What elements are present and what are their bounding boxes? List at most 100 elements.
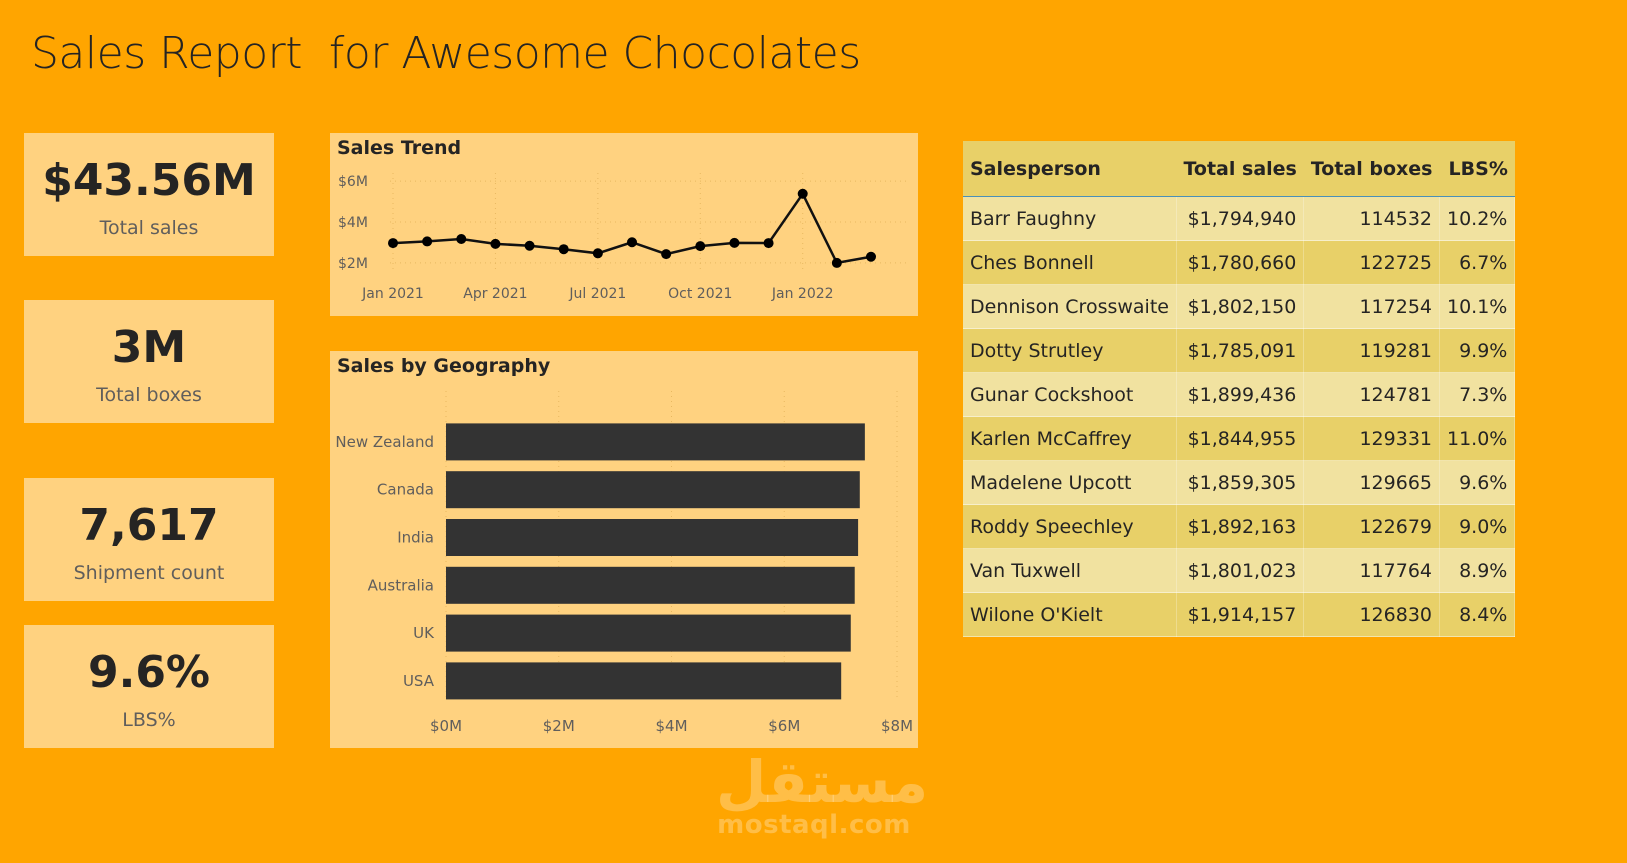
total-boxes-cell: 126830 <box>1303 592 1440 637</box>
data-point <box>661 249 672 260</box>
x-tick-label: Jan 2021 <box>361 286 424 302</box>
table-row[interactable]: Madelene Upcott $1,859,305 129665 9.6% <box>963 460 1516 505</box>
column-header[interactable]: Total boxes <box>1303 141 1440 197</box>
total-boxes-cell: 119281 <box>1303 328 1440 373</box>
bar <box>446 519 859 556</box>
total-boxes-cell: 122679 <box>1303 504 1440 549</box>
chart-title: Sales by Geography <box>337 355 551 377</box>
y-tick-label: $2M <box>338 256 368 272</box>
y-category-label: UK <box>413 624 435 642</box>
page-title: Sales Report for Awesome Chocolates <box>31 28 861 79</box>
kpi-label: Shipment count <box>73 562 225 584</box>
sales-by-geography-plot: $0M $2M $4M $6M $8M New Zealand Canada India Aus… <box>335 391 913 735</box>
total-sales-cell: $1,801,023 <box>1176 548 1305 593</box>
y-category-label: Australia <box>368 576 434 594</box>
salesperson-cell: Wilone O'Kielt <box>963 592 1177 637</box>
y-category-label: USA <box>403 672 435 690</box>
x-tick-label: $0M <box>430 717 462 735</box>
kpi-value: 7,617 <box>79 500 219 551</box>
salesperson-cell: Gunar Cockshoot <box>963 372 1177 417</box>
lbs-percent-cell: 9.6% <box>1439 460 1516 505</box>
lbs-percent-cell: 10.1% <box>1439 284 1516 329</box>
total-boxes-cell: 117764 <box>1303 548 1440 593</box>
total-sales-cell: $1,844,955 <box>1176 416 1305 461</box>
total-sales-cell: $1,914,157 <box>1176 592 1305 637</box>
table-row[interactable]: Gunar Cockshoot $1,899,436 124781 7.3% <box>963 372 1516 417</box>
kpi-card-total-sales[interactable]: $43.56M Total sales <box>24 133 274 256</box>
data-point <box>763 238 774 249</box>
y-category-label: India <box>397 529 434 547</box>
data-point <box>797 188 808 199</box>
total-sales-cell: $1,785,091 <box>1176 328 1305 373</box>
lbs-percent-cell: 10.2% <box>1439 196 1516 241</box>
table-row[interactable]: Dennison Crosswaite $1,802,150 117254 10.1% <box>963 284 1516 329</box>
x-tick-label: Oct 2021 <box>668 286 732 302</box>
series-line <box>392 191 872 265</box>
salesperson-cell: Dotty Strutley <box>963 328 1177 373</box>
table-row[interactable]: Barr Faughny $1,794,940 114532 10.2% <box>963 196 1516 241</box>
watermark-arabic: مستقل <box>716 748 929 816</box>
column-header[interactable]: Salesperson <box>963 141 1177 197</box>
salesperson-cell: Dennison Crosswaite <box>963 284 1177 329</box>
lbs-percent-cell: 6.7% <box>1439 240 1516 285</box>
table-row[interactable]: Karlen McCaffrey $1,844,955 129331 11.0% <box>963 416 1516 461</box>
bar <box>446 423 865 461</box>
data-point <box>388 238 398 249</box>
y-tick-label: $6M <box>338 174 368 190</box>
table-header-row: Salesperson Total sales Total boxes LBS% <box>963 141 1515 197</box>
total-boxes-cell: 122725 <box>1303 240 1440 285</box>
data-point <box>729 237 740 248</box>
lbs-percent-cell: 7.3% <box>1439 372 1516 417</box>
x-tick-label: Jul 2021 <box>568 286 626 302</box>
kpi-label: Total boxes <box>96 384 202 406</box>
sales-by-geography-chart[interactable]: Sales by Geography $0M $2M $4M $6M $8M New Ze… <box>330 351 918 748</box>
kpi-card-lbs-percent[interactable]: 9.6% LBS% <box>24 625 274 748</box>
y-category-label: Canada <box>377 481 434 499</box>
kpi-label: LBS% <box>122 709 176 731</box>
total-sales-cell: $1,802,150 <box>1176 284 1305 329</box>
x-tick-label: $4M <box>655 717 687 735</box>
table-row[interactable]: Ches Bonnell $1,780,660 122725 6.7% <box>963 240 1516 285</box>
data-point <box>490 238 501 249</box>
table-row[interactable]: Dotty Strutley $1,785,091 119281 9.9% <box>963 328 1516 373</box>
salesperson-cell: Roddy Speechley <box>963 504 1177 549</box>
table-row[interactable]: Van Tuxwell $1,801,023 117764 8.9% <box>963 548 1516 593</box>
data-point <box>831 257 842 268</box>
total-boxes-cell: 129665 <box>1303 460 1440 505</box>
kpi-value: $43.56M <box>42 155 256 206</box>
bar <box>446 662 842 700</box>
column-header[interactable]: Total sales <box>1176 141 1304 197</box>
kpi-card-shipment-count[interactable]: 7,617 Shipment count <box>24 478 274 601</box>
sales-trend-chart[interactable]: Sales Trend $2M $4M $6M Jan 2021 Apr 2021 Jul… <box>330 133 918 316</box>
lbs-percent-cell: 9.9% <box>1439 328 1516 373</box>
x-tick-label: $2M <box>543 717 575 735</box>
bar <box>446 614 851 652</box>
table-row[interactable]: Roddy Speechley $1,892,163 122679 9.0% <box>963 504 1516 549</box>
chart-title: Sales Trend <box>337 137 462 159</box>
column-header[interactable]: LBS% <box>1439 141 1515 197</box>
table-row[interactable]: Wilone O'Kielt $1,914,157 126830 8.4% <box>963 592 1516 637</box>
data-point <box>866 251 876 262</box>
lbs-percent-cell: 8.9% <box>1439 548 1516 593</box>
watermark-latin: mostaql.com <box>717 810 911 840</box>
lbs-percent-cell: 8.4% <box>1439 592 1516 637</box>
total-boxes-cell: 124781 <box>1303 372 1440 417</box>
total-sales-cell: $1,794,940 <box>1176 196 1305 241</box>
x-tick-label: $8M <box>881 717 913 735</box>
total-boxes-cell: 114532 <box>1303 196 1440 241</box>
data-point <box>524 240 535 251</box>
total-sales-cell: $1,899,436 <box>1176 372 1305 417</box>
salesperson-table: Salesperson Total sales Total boxes LBS%… <box>963 141 1516 637</box>
sales-trend-plot: $2M $4M $6M Jan 2021 Apr 2021 Jul 2021 Oct 202… <box>338 173 910 302</box>
salesperson-cell: Barr Faughny <box>963 196 1177 241</box>
y-category-label: New Zealand <box>335 433 434 451</box>
data-point <box>558 244 569 255</box>
kpi-card-total-boxes[interactable]: 3M Total boxes <box>24 300 274 423</box>
lbs-percent-cell: 9.0% <box>1439 504 1516 549</box>
total-sales-cell: $1,859,305 <box>1176 460 1305 505</box>
salesperson-cell: Van Tuxwell <box>963 548 1177 593</box>
total-sales-cell: $1,780,660 <box>1176 240 1305 285</box>
data-point <box>422 236 433 247</box>
data-point <box>695 241 706 252</box>
kpi-label: Total sales <box>99 217 199 239</box>
